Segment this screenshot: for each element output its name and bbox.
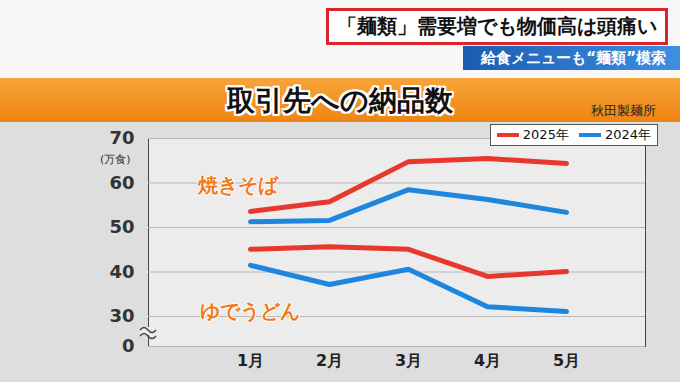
html-text:秋田製麺所: 秋田製麺所 <box>591 103 656 118</box>
html-text:取引先への納品数: 取引先への納品数 <box>227 84 453 117</box>
html-text:焼きそば: 焼きそば <box>198 173 278 197</box>
html-text:(万食): (万食) <box>100 153 131 166</box>
svg-text:50: 50 <box>109 216 134 237</box>
html-text:2025年: 2025年 <box>522 127 569 142</box>
svg-text:70: 70 <box>109 127 134 148</box>
html-text:2024年: 2024年 <box>604 127 651 142</box>
svg-text:40: 40 <box>109 261 134 282</box>
svg-text:2月: 2月 <box>316 351 343 370</box>
html-text:給食メニューも“麺類”模索: 給食メニューも“麺類”模索 <box>481 49 666 67</box>
svg-text:30: 30 <box>109 305 134 326</box>
svg-text:4月: 4月 <box>474 351 501 370</box>
html-text:「麺類」需要増でも物価高は頭痛い: 「麺類」需要増でも物価高は頭痛い <box>337 14 657 38</box>
svg-text:5月: 5月 <box>553 351 580 370</box>
svg-text:1月: 1月 <box>237 351 264 370</box>
svg-text:0: 0 <box>122 335 135 356</box>
html-text:ゆでうどん: ゆでうどん <box>200 299 300 323</box>
svg-text:60: 60 <box>109 172 134 193</box>
svg-text:3月: 3月 <box>395 351 422 370</box>
